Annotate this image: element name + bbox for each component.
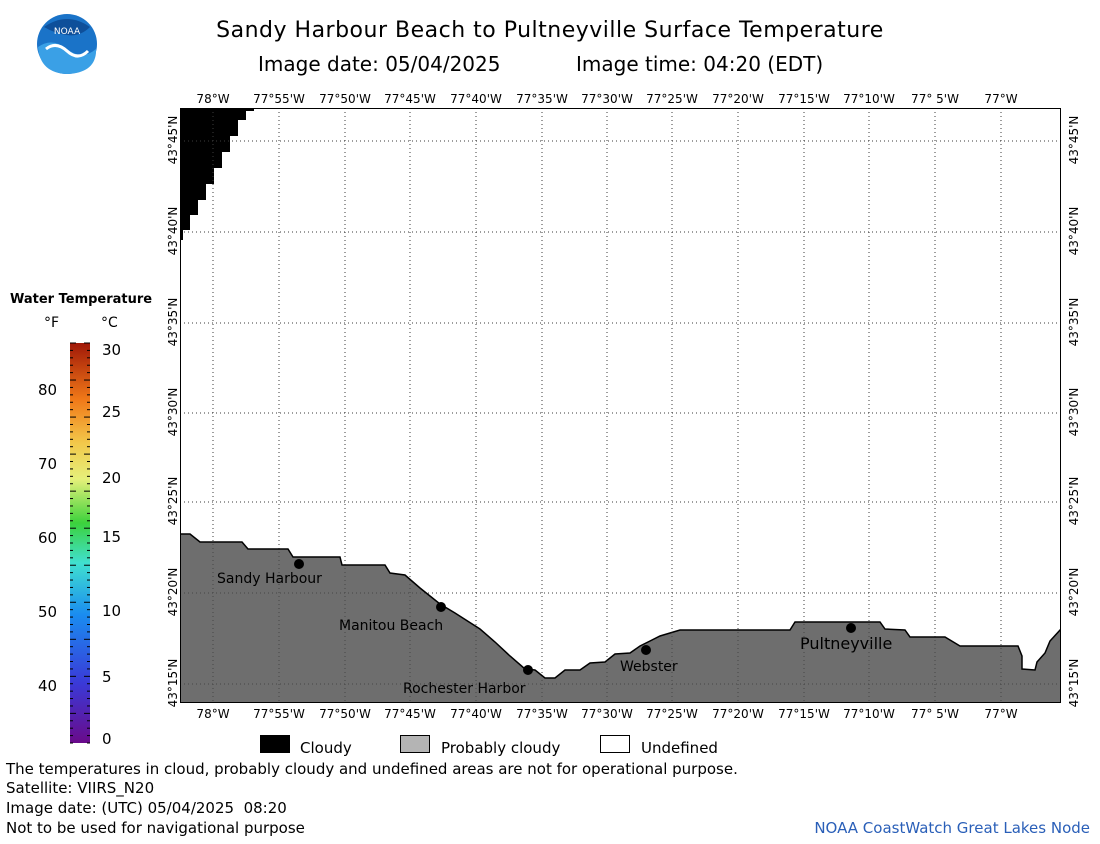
lon-label: 77°45'W bbox=[384, 707, 436, 721]
legend-c-tick: 0 bbox=[102, 730, 112, 748]
place-pultneyville: Pultneyville bbox=[800, 634, 892, 653]
lat-label: 43°20'N bbox=[1067, 567, 1081, 617]
lon-label: 77°35'W bbox=[516, 707, 568, 721]
lon-label: 77°20'W bbox=[712, 707, 764, 721]
lon-label: 77°40'W bbox=[450, 92, 502, 106]
lat-label: 43°45'N bbox=[1067, 115, 1081, 165]
footer-satellite: Satellite: VIIRS_N20 bbox=[6, 779, 155, 797]
noaa-logo-text: NOAA bbox=[54, 27, 81, 37]
legend-c-tick: 25 bbox=[102, 403, 122, 421]
lon-label: 78°W bbox=[196, 92, 230, 106]
lat-label: 43°35'N bbox=[1067, 297, 1081, 347]
noaa-logo-icon: NOAA bbox=[37, 14, 97, 74]
lat-label: 43°20'N bbox=[166, 567, 180, 617]
legend-probably-cloudy-label: Probably cloudy bbox=[441, 739, 561, 757]
temperature-color-bar bbox=[70, 342, 90, 744]
legend-probably-cloudy-swatch bbox=[400, 735, 430, 753]
lon-label: 77°35'W bbox=[516, 92, 568, 106]
lon-label: 77° 5'W bbox=[911, 707, 959, 721]
legend-c-tick: 30 bbox=[102, 341, 122, 359]
legend-f-tick: 60 bbox=[38, 529, 58, 547]
legend-f-tick: 70 bbox=[38, 455, 58, 473]
legend-f-tick: 40 bbox=[38, 677, 58, 695]
legend-c-tick: 20 bbox=[102, 469, 122, 487]
lon-label: 77°40'W bbox=[450, 707, 502, 721]
lat-label: 43°40'N bbox=[166, 206, 180, 256]
lon-label: 77°10'W bbox=[843, 92, 895, 106]
lon-label: 77°W bbox=[984, 92, 1018, 106]
legend-undefined-swatch bbox=[600, 735, 630, 753]
lon-label: 77°30'W bbox=[581, 707, 633, 721]
lon-label: 77°25'W bbox=[646, 92, 698, 106]
lat-label: 43°30'N bbox=[166, 387, 180, 437]
legend-c-tick: 15 bbox=[102, 528, 122, 546]
place-manitou-beach-marker bbox=[436, 602, 446, 612]
lon-label: 77°55'W bbox=[253, 707, 305, 721]
place-sandy-harbour-marker bbox=[294, 559, 304, 569]
legend-f-tick: 50 bbox=[38, 603, 58, 621]
place-webster: Webster bbox=[620, 659, 678, 675]
place-rochester-harbor: Rochester Harbor bbox=[403, 681, 526, 697]
image-date: Image date: 05/04/2025 bbox=[258, 52, 501, 76]
place-pultneyville-marker bbox=[846, 623, 856, 633]
lon-label: 77°W bbox=[984, 707, 1018, 721]
lon-label: 77°50'W bbox=[319, 707, 371, 721]
place-webster-marker bbox=[641, 645, 651, 655]
legend-unit-f: °F bbox=[44, 315, 60, 331]
lon-label: 77°20'W bbox=[712, 92, 764, 106]
place-rochester-harbor-marker bbox=[523, 665, 533, 675]
legend-cloudy-swatch bbox=[260, 735, 290, 753]
legend-f-tick: 80 bbox=[38, 381, 58, 399]
lat-label: 43°45'N bbox=[166, 115, 180, 165]
lon-label: 77°10'W bbox=[843, 707, 895, 721]
surface-temperature-map: Sandy Harbour Manitou Beach Rochester Ha… bbox=[180, 108, 1061, 703]
lat-label: 43°15'N bbox=[1067, 658, 1081, 708]
legend-cloudy-label: Cloudy bbox=[300, 739, 352, 757]
legend-c-tick: 5 bbox=[102, 668, 112, 686]
legend-undefined-label: Undefined bbox=[641, 739, 718, 757]
lat-label: 43°25'N bbox=[166, 476, 180, 526]
legend-unit-c: °C bbox=[101, 315, 118, 331]
footer-nav-warning: Not to be used for navigational purpose bbox=[6, 819, 305, 837]
footer-note: The temperatures in cloud, probably clou… bbox=[6, 760, 738, 778]
lon-label: 77°30'W bbox=[581, 92, 633, 106]
legend-c-tick: 10 bbox=[102, 602, 122, 620]
lon-label: 77° 5'W bbox=[911, 92, 959, 106]
footer-credit: NOAA CoastWatch Great Lakes Node bbox=[814, 819, 1090, 837]
land-area bbox=[180, 533, 1061, 703]
lon-label: 77°50'W bbox=[319, 92, 371, 106]
footer-utc-date: Image date: (UTC) 05/04/2025 08:20 bbox=[6, 799, 287, 817]
lon-label: 78°W bbox=[196, 707, 230, 721]
lon-label: 77°45'W bbox=[384, 92, 436, 106]
map-frame bbox=[180, 108, 1061, 703]
lon-label: 77°15'W bbox=[778, 92, 830, 106]
cloudy-area bbox=[180, 108, 254, 240]
page-title: Sandy Harbour Beach to Pultneyville Surf… bbox=[216, 18, 884, 43]
lat-label: 43°35'N bbox=[166, 297, 180, 347]
lat-label: 43°30'N bbox=[1067, 387, 1081, 437]
lon-label: 77°15'W bbox=[778, 707, 830, 721]
lon-label: 77°55'W bbox=[253, 92, 305, 106]
lat-label: 43°25'N bbox=[1067, 476, 1081, 526]
image-time: Image time: 04:20 (EDT) bbox=[576, 52, 824, 76]
lat-label: 43°40'N bbox=[1067, 206, 1081, 256]
place-sandy-harbour: Sandy Harbour bbox=[217, 571, 322, 587]
lat-label: 43°15'N bbox=[166, 658, 180, 708]
lon-label: 77°25'W bbox=[646, 707, 698, 721]
place-manitou-beach: Manitou Beach bbox=[339, 618, 443, 634]
map-grid-overlay bbox=[180, 108, 1061, 703]
legend-title: Water Temperature bbox=[10, 292, 153, 307]
